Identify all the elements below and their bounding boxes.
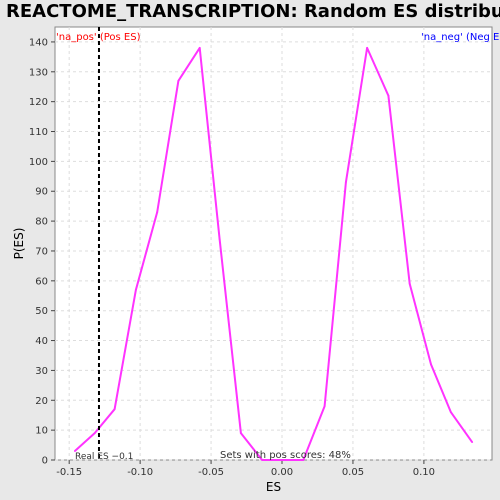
y-tick-label: 130: [29, 67, 48, 78]
x-tick-label: -0.10: [127, 467, 153, 478]
data-point: [156, 211, 159, 214]
y-tick-label: 80: [35, 217, 48, 228]
y-tick-label: 20: [35, 396, 48, 407]
x-tick-label: 0.05: [342, 467, 364, 478]
data-point: [73, 450, 76, 452]
data-point: [471, 441, 474, 443]
plot-area: [54, 26, 493, 461]
y-tick-label: 90: [35, 187, 48, 198]
y-tick-label: 0: [42, 456, 48, 467]
data-point: [344, 181, 347, 184]
y-tick-label: 140: [29, 37, 48, 48]
data-point: [366, 47, 369, 49]
x-tick-label: 0.10: [413, 467, 435, 478]
x-axis: -0.15 -0.10 -0.05 0.00 0.05 0.10: [56, 460, 435, 478]
data-point: [387, 94, 390, 97]
y-tick-label: 100: [29, 157, 48, 168]
x-axis-label: ES: [266, 480, 281, 494]
y-tick-label: 50: [35, 306, 48, 317]
y-tick-label: 120: [29, 97, 48, 108]
x-tick-label: -0.15: [56, 467, 82, 478]
x-tick-label: 0.00: [271, 467, 293, 478]
data-point: [218, 238, 221, 240]
chart-title: REACTOME_TRANSCRIPTION: Random ES distri…: [6, 1, 500, 22]
data-point: [93, 432, 96, 435]
y-axis: 0 10 20 30 40 50 60 70 80 90 100 110 120 130 140: [29, 37, 55, 467]
data-point: [239, 432, 242, 435]
data-point: [281, 459, 283, 461]
data-point: [430, 363, 432, 366]
data-point: [113, 408, 116, 411]
data-point: [302, 459, 305, 461]
legend-pos-label: 'na_pos' (Pos ES): [56, 32, 141, 43]
y-tick-label: 70: [35, 246, 48, 257]
series-line: [74, 46, 473, 461]
data-point: [323, 405, 326, 408]
y-axis-label: P(ES): [12, 228, 26, 260]
y-tick-label: 60: [35, 276, 48, 287]
data-point: [408, 282, 411, 285]
y-tick-label: 30: [35, 366, 48, 377]
data-point: [177, 79, 180, 82]
series-layer: [73, 46, 474, 461]
legend-neg-label: 'na_neg' (Neg ES): [421, 32, 500, 43]
pos-scores-annotation: Sets with pos scores: 48%: [220, 450, 351, 461]
data-point: [198, 47, 201, 49]
data-point: [261, 459, 264, 461]
x-tick-label: -0.05: [198, 467, 224, 478]
y-tick-label: 110: [29, 127, 48, 138]
data-point: [134, 288, 137, 291]
y-tick-label: 10: [35, 426, 48, 437]
real-es-label: Real ES −0.1: [75, 452, 133, 462]
data-point: [449, 411, 452, 414]
y-tick-label: 40: [35, 336, 48, 347]
